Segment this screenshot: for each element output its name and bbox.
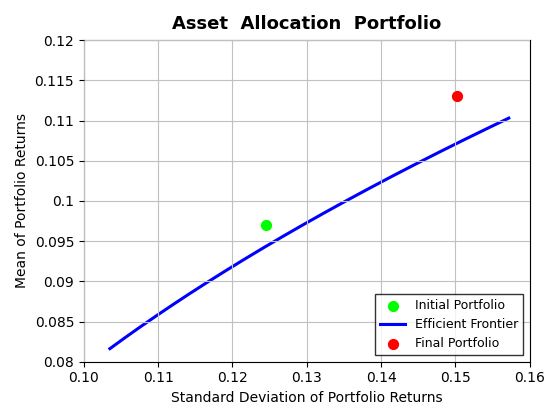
Final Portfolio	[452, 93, 461, 100]
Efficient Frontier	[506, 116, 512, 121]
Efficient Frontier	[298, 223, 305, 228]
Initial Portfolio	[262, 222, 270, 228]
Efficient Frontier	[323, 210, 329, 215]
Efficient Frontier	[496, 120, 502, 125]
Y-axis label: Mean of Portfolio Returns: Mean of Portfolio Returns	[15, 113, 29, 289]
Line: Efficient Frontier: Efficient Frontier	[110, 118, 509, 349]
X-axis label: Standard Deviation of Portfolio Returns: Standard Deviation of Portfolio Returns	[171, 391, 442, 405]
Efficient Frontier	[106, 346, 113, 351]
Title: Asset  Allocation  Portfolio: Asset Allocation Portfolio	[172, 15, 441, 33]
Efficient Frontier	[433, 151, 440, 156]
Legend: Initial Portfolio, Efficient Frontier, Final Portfolio: Initial Portfolio, Efficient Frontier, F…	[375, 294, 523, 355]
Efficient Frontier	[296, 224, 303, 229]
Efficient Frontier	[344, 198, 351, 203]
